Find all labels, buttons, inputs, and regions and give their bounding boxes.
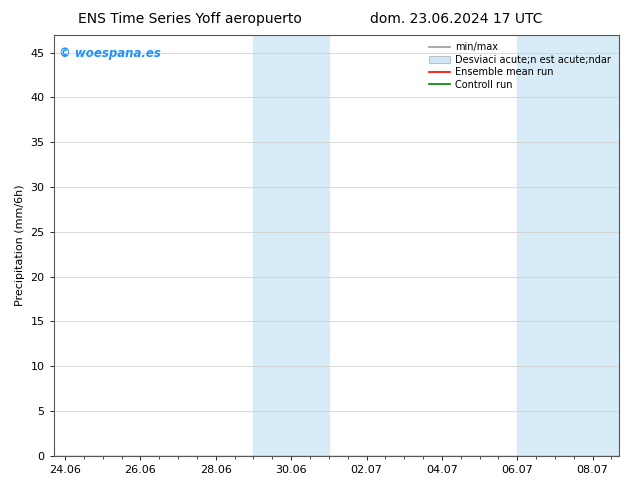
Bar bbox=[517, 35, 630, 456]
Legend: min/max, Desviaci acute;n est acute;ndar, Ensemble mean run, Controll run: min/max, Desviaci acute;n est acute;ndar… bbox=[426, 40, 614, 93]
Bar bbox=[254, 35, 329, 456]
Text: ENS Time Series Yoff aeropuerto: ENS Time Series Yoff aeropuerto bbox=[78, 12, 302, 26]
Text: © woespana.es: © woespana.es bbox=[60, 47, 161, 60]
Text: dom. 23.06.2024 17 UTC: dom. 23.06.2024 17 UTC bbox=[370, 12, 543, 26]
Y-axis label: Precipitation (mm/6h): Precipitation (mm/6h) bbox=[15, 184, 25, 306]
